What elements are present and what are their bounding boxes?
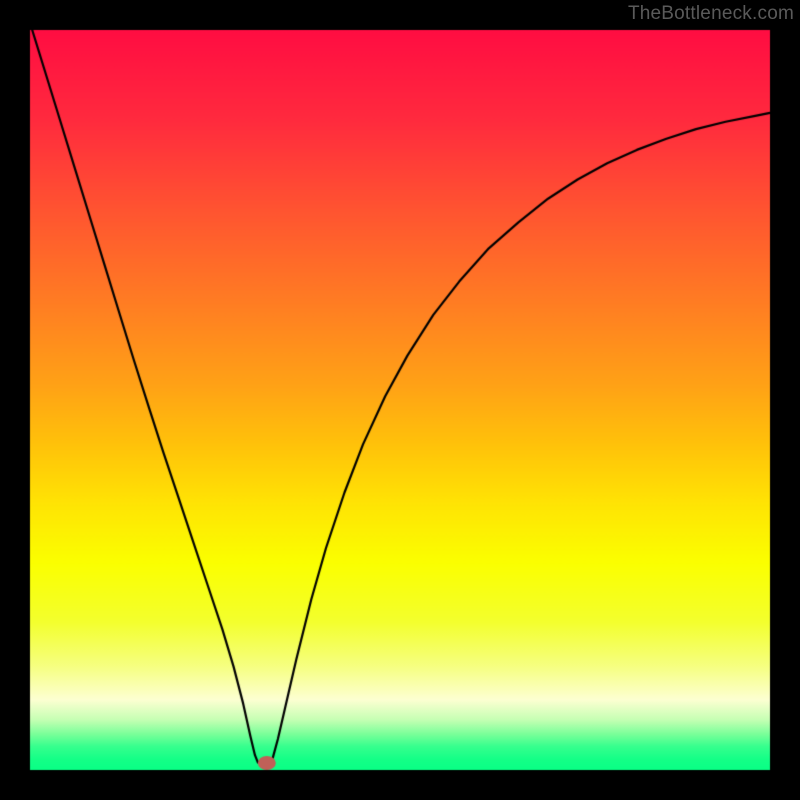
bottleneck-curve-chart bbox=[0, 0, 800, 800]
chart-stage: TheBottleneck.com bbox=[0, 0, 800, 800]
watermark-text: TheBottleneck.com bbox=[628, 3, 794, 25]
